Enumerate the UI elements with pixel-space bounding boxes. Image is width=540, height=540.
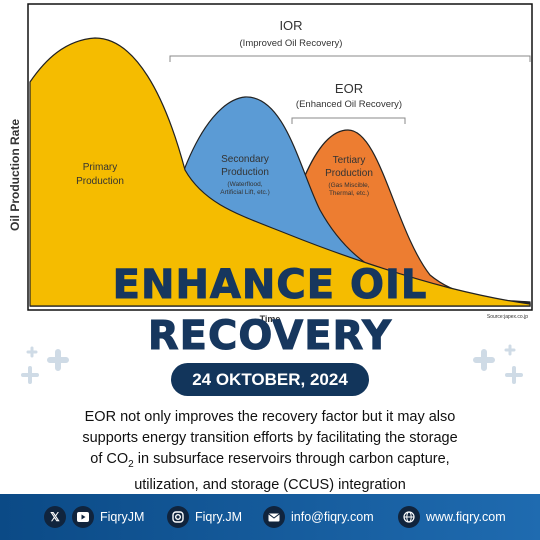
tertiary-label-3: (Gas Miscible, (328, 182, 369, 189)
website-link[interactable]: www.fiqry.com (426, 510, 506, 524)
youtube-handle[interactable]: FiqryJM (100, 510, 145, 524)
secondary-label-4: Artificial Lift, etc.) (220, 189, 269, 196)
tertiary-label-4: Thermal, etc.) (329, 190, 369, 197)
email-address[interactable]: info@fiqry.com (291, 510, 374, 524)
ior-brace (169, 55, 531, 62)
description-line-3-pre: of CO (90, 451, 129, 467)
sparkle-left-icon (21, 346, 69, 384)
y-axis-label: Oil Production Rate (8, 119, 22, 231)
instagram-icon[interactable] (167, 506, 189, 528)
description-line-3-post: in subsurface reservoirs through carbon … (133, 451, 450, 467)
oil-recovery-diagram: IOR (Improved Oil Recovery) EOR (Enhance… (8, 3, 533, 324)
description-line-3: of CO2 in subsurface reservoirs through … (30, 449, 510, 475)
description-line-4: utilization, and storage (CCUS) integrat… (134, 476, 406, 493)
diagram-frame (27, 3, 533, 311)
description-text: EOR not only improves the recovery facto… (30, 407, 510, 496)
instagram-handle[interactable]: Fiqry.JM (195, 510, 242, 524)
email-icon[interactable] (263, 506, 285, 528)
headline-line-1: ENHANCE OIL (112, 262, 428, 309)
co2-subscript: 2 (128, 458, 134, 470)
footer-email[interactable]: info@fiqry.com (263, 494, 374, 540)
footer-bar: 𝕏 FiqryJM Fiqry.JM info@fiqry.com www.fi… (0, 494, 540, 540)
description-line-1: EOR not only improves the recovery facto… (84, 409, 456, 425)
secondary-label-2: Production (221, 167, 269, 178)
x-icon[interactable]: 𝕏 (44, 506, 66, 528)
eor-title: EOR (335, 81, 363, 96)
tertiary-label: Tertiary (333, 155, 366, 166)
primary-label: Primary (83, 162, 117, 173)
ior-title: IOR (279, 18, 302, 33)
ior-subtitle: (Improved Oil Recovery) (240, 38, 343, 49)
headline-line-2: RECOVERY (147, 313, 393, 360)
footer-website[interactable]: www.fiqry.com (398, 494, 506, 540)
tertiary-label-2: Production (325, 168, 373, 179)
source-label: Source:japex.co.jp (487, 314, 528, 320)
date-badge: 24 OKTOBER, 2024 (171, 363, 369, 396)
eor-subtitle: (Enhanced Oil Recovery) (296, 99, 402, 110)
globe-icon[interactable] (398, 506, 420, 528)
primary-production-area (29, 37, 531, 307)
description-line-2: supports energy transition efforts by fa… (82, 430, 458, 446)
eor-brace (291, 117, 406, 124)
footer-social-x-youtube[interactable]: 𝕏 FiqryJM (44, 494, 144, 540)
footer-instagram[interactable]: Fiqry.JM (167, 494, 242, 540)
x-axis-label: Time (260, 314, 281, 324)
youtube-icon[interactable] (72, 506, 94, 528)
sparkle-right-icon (473, 344, 523, 384)
secondary-label: Secondary (221, 154, 269, 165)
primary-label-2: Production (76, 176, 124, 187)
secondary-label-3: (Waterflood, (227, 181, 262, 188)
